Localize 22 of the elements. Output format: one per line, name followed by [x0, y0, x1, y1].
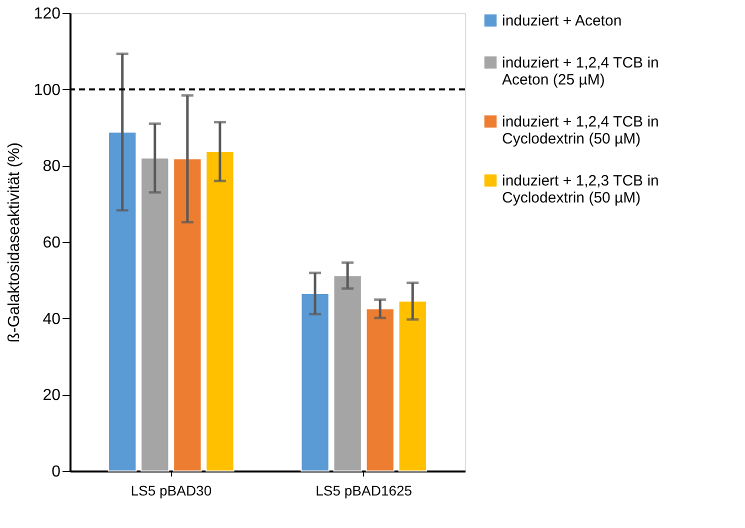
y-tick-label: 0: [52, 464, 61, 480]
bar: [366, 308, 394, 472]
y-tick-label: 120: [34, 6, 61, 22]
bar: [140, 158, 170, 472]
bar: [206, 151, 234, 472]
legend-label: induziert + 1,2,4 TCB in Cyclodextrin (50 µM): [502, 114, 659, 148]
legend-label: induziert + Aceton: [502, 12, 622, 30]
x-tick-label: LS5 pBAD30: [130, 482, 212, 498]
x-tick-label: LS5 pBAD1625: [316, 482, 412, 498]
bar: [108, 132, 137, 472]
legend-label: induziert + 1,2,4 TCB in Aceton (25 µM): [502, 54, 659, 88]
y-tick-label: 60: [42, 234, 61, 252]
y-axis-title: ß-Galaktosidaseaktivität (%): [6, 142, 23, 343]
y-tick-label: 40: [42, 310, 61, 328]
bar: [398, 300, 427, 472]
y-tick-label: 20: [42, 387, 61, 404]
bar: [333, 275, 362, 472]
bar: [300, 293, 330, 472]
legend-label: induziert + 1,2,3 TCB in Cyclodextrin (50 µM): [502, 172, 659, 206]
y-tick-label: 80: [42, 158, 61, 176]
y-tick-label: 100: [34, 82, 61, 99]
bar: [173, 158, 202, 472]
